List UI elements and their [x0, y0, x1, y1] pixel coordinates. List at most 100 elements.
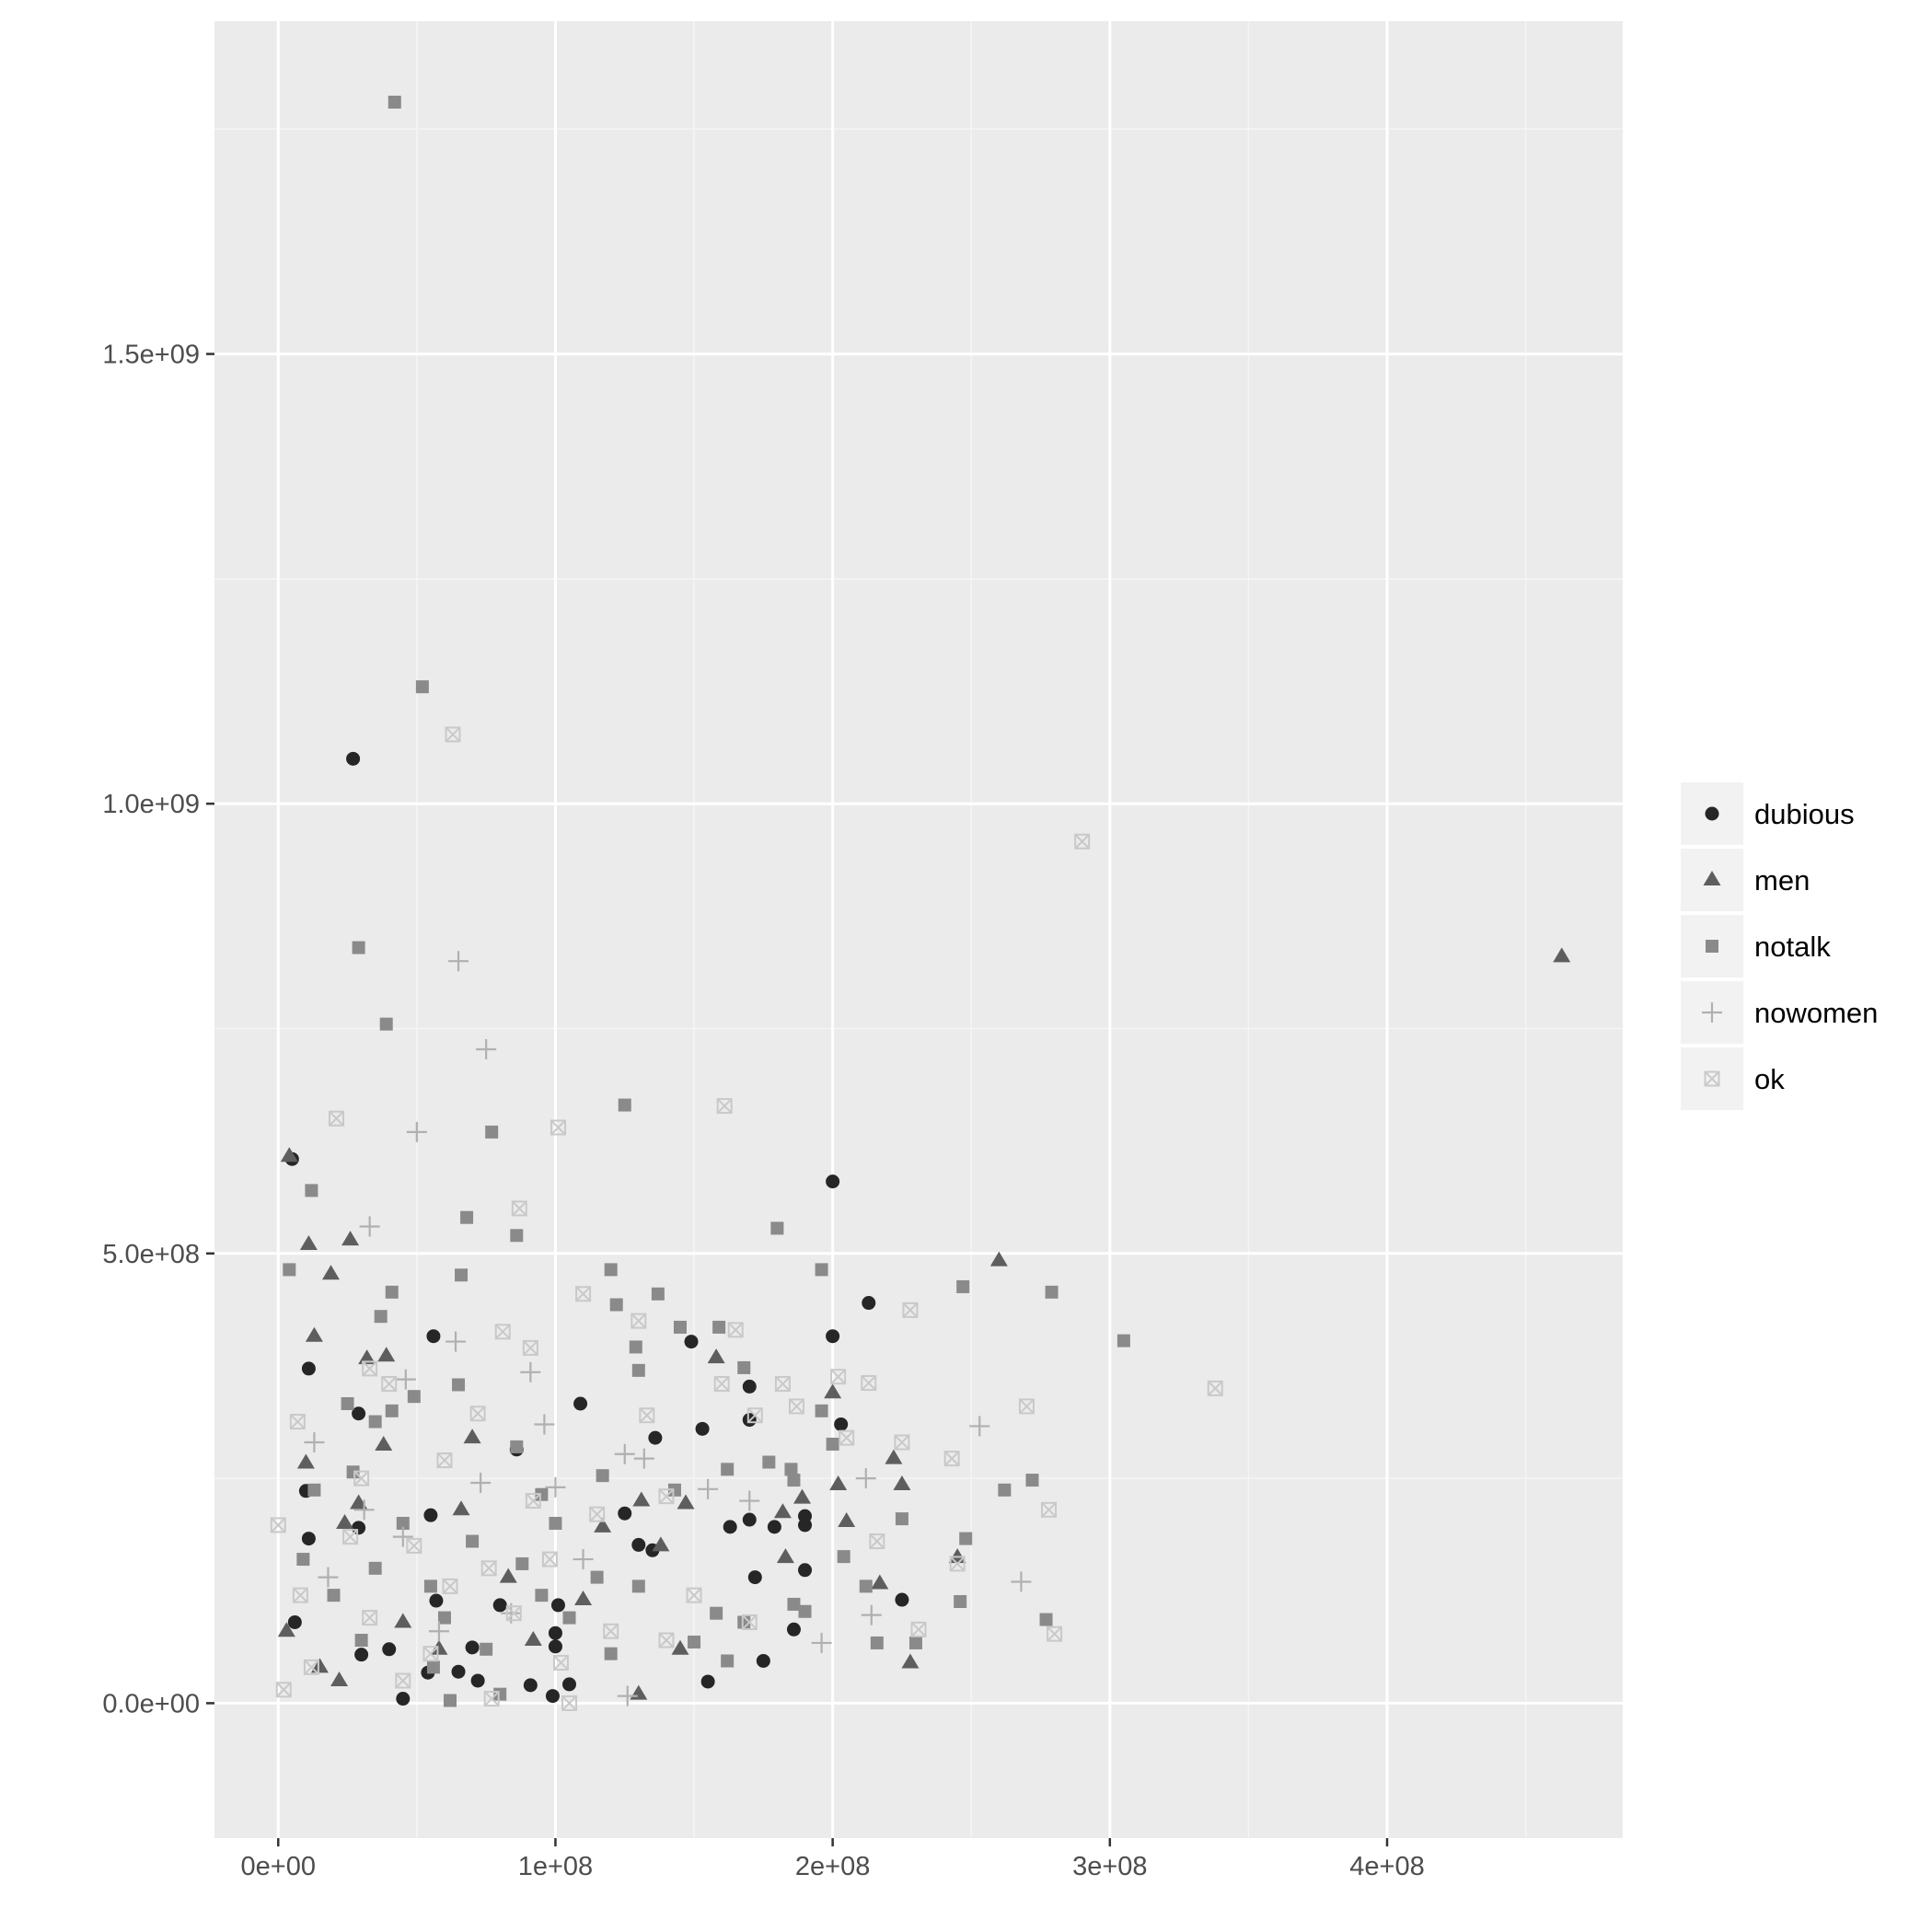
- point-notalk: [1045, 1285, 1059, 1299]
- point-nowomen: [1011, 1571, 1032, 1592]
- point-nowomen: [476, 1038, 497, 1059]
- legend-item-ok: ok: [1681, 1047, 1785, 1110]
- point-notalk: [396, 1516, 410, 1530]
- point-ok: [395, 1672, 411, 1689]
- point-dubious: [545, 1689, 560, 1704]
- point-ok: [342, 1529, 359, 1545]
- point-men: [310, 1658, 329, 1673]
- point-notalk: [352, 941, 365, 954]
- point-dubious: [492, 1598, 507, 1613]
- point-men: [652, 1536, 670, 1552]
- legend-item-dubious: dubious: [1681, 782, 1855, 845]
- point-notalk: [485, 1125, 499, 1139]
- series-ok: [270, 726, 1223, 1711]
- point-ok: [830, 1369, 847, 1385]
- point-nowomen: [545, 1476, 566, 1498]
- point-ok: [575, 1286, 592, 1302]
- point-men: [330, 1671, 349, 1686]
- point-notalk: [787, 1597, 801, 1611]
- point-notalk: [712, 1320, 726, 1334]
- x-tick-label: 1e+08: [518, 1852, 593, 1881]
- data-points: [270, 95, 1571, 1711]
- point-dubious: [550, 1598, 565, 1613]
- point-dubious: [826, 1174, 840, 1189]
- point-dubious: [631, 1537, 646, 1552]
- legend-symbol-notalk: [1706, 940, 1718, 953]
- y-tick-label: 0.0e+00: [102, 1689, 200, 1718]
- point-notalk: [296, 1553, 310, 1567]
- point-dubious: [423, 1508, 438, 1522]
- point-ok: [445, 726, 461, 743]
- point-notalk: [590, 1570, 604, 1584]
- point-ok: [552, 1654, 569, 1671]
- point-men: [677, 1494, 695, 1510]
- point-notalk: [604, 1263, 618, 1277]
- point-ok: [639, 1407, 655, 1424]
- point-men: [277, 1622, 295, 1637]
- point-notalk: [770, 1221, 784, 1235]
- point-dubious: [382, 1642, 397, 1657]
- point-notalk: [721, 1654, 735, 1668]
- point-notalk: [510, 1440, 524, 1453]
- point-dubious: [786, 1622, 801, 1637]
- point-notalk: [283, 1263, 296, 1277]
- point-dubious: [470, 1673, 485, 1688]
- point-ok: [727, 1322, 744, 1338]
- point-notalk: [407, 1390, 421, 1404]
- point-men: [707, 1348, 725, 1364]
- point-ok: [869, 1533, 885, 1550]
- point-ok: [329, 1110, 345, 1127]
- point-ok: [658, 1632, 675, 1649]
- point-nowomen: [855, 1468, 876, 1489]
- point-ok: [1041, 1501, 1058, 1518]
- legend-label: ok: [1754, 1063, 1785, 1095]
- point-nowomen: [406, 1121, 427, 1142]
- point-men: [394, 1613, 412, 1628]
- point-ok: [943, 1451, 960, 1467]
- major-gridlines: [214, 21, 1623, 1838]
- point-nowomen: [359, 1216, 380, 1237]
- point-notalk: [721, 1463, 735, 1476]
- point-ok: [422, 1646, 439, 1662]
- point-men: [375, 1435, 393, 1451]
- point-dubious: [684, 1335, 699, 1349]
- point-notalk: [305, 1184, 318, 1197]
- point-nowomen: [811, 1632, 832, 1653]
- point-notalk: [609, 1298, 623, 1312]
- point-nowomen: [445, 1331, 467, 1352]
- point-dubious: [426, 1329, 441, 1344]
- point-dubious: [548, 1639, 562, 1654]
- point-ok: [861, 1375, 877, 1392]
- point-notalk: [1039, 1613, 1053, 1626]
- point-notalk: [341, 1396, 354, 1410]
- point-dubious: [798, 1563, 813, 1578]
- point-dubious: [834, 1417, 849, 1431]
- point-notalk: [426, 1660, 440, 1674]
- point-ok: [525, 1493, 541, 1510]
- point-dubious: [618, 1506, 632, 1521]
- point-notalk: [374, 1310, 388, 1324]
- point-ok: [270, 1517, 286, 1533]
- point-notalk: [562, 1611, 576, 1625]
- point-men: [776, 1548, 794, 1564]
- point-notalk: [385, 1404, 399, 1417]
- point-ok: [511, 1200, 527, 1217]
- point-dubious: [523, 1678, 538, 1693]
- legend-label: notalk: [1754, 931, 1831, 963]
- point-ok: [1047, 1625, 1063, 1642]
- point-notalk: [618, 1098, 631, 1112]
- point-dubious: [700, 1674, 715, 1689]
- point-notalk: [673, 1320, 687, 1334]
- point-notalk: [368, 1561, 382, 1575]
- legend: dubious men notalk nowomen ok: [1681, 782, 1878, 1110]
- point-notalk: [388, 95, 401, 109]
- point-nowomen: [428, 1621, 449, 1642]
- legend-symbol-men: [1703, 871, 1721, 885]
- point-ok: [381, 1376, 398, 1392]
- point-dubious: [396, 1692, 411, 1706]
- point-nowomen: [353, 1499, 375, 1521]
- point-dubious: [723, 1520, 737, 1534]
- point-men: [358, 1349, 376, 1365]
- point-notalk: [385, 1285, 399, 1299]
- point-notalk: [798, 1604, 812, 1618]
